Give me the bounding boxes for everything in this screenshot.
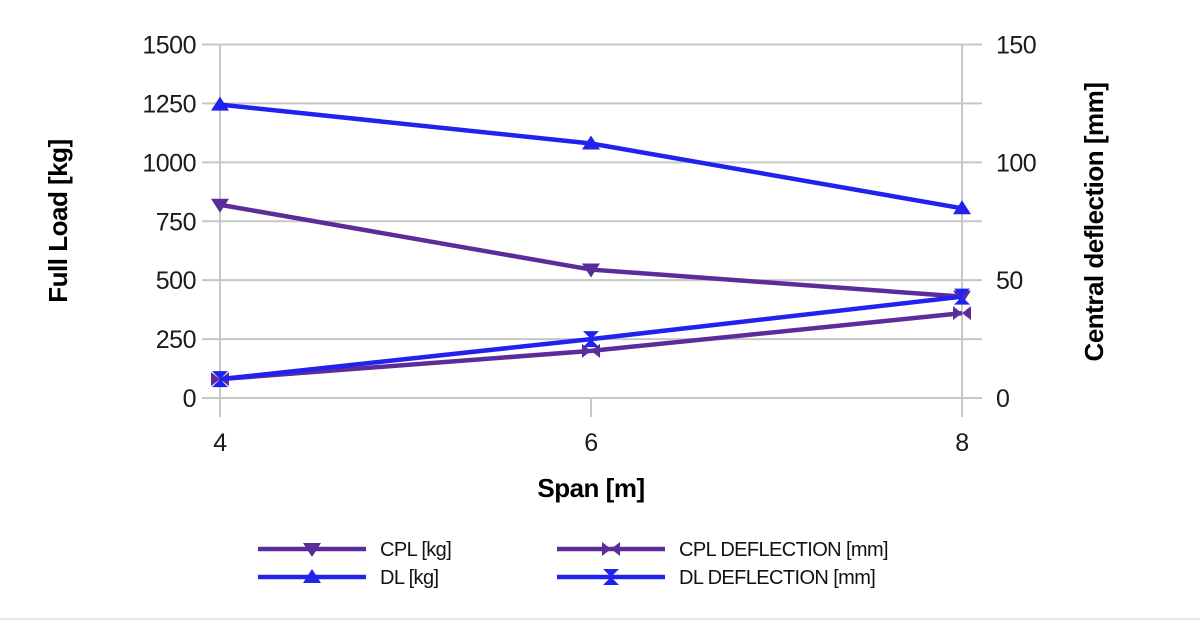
gridlines (202, 43, 982, 417)
x-axis-tick-label: 4 (213, 429, 227, 457)
marker-dl-deflection-mm (212, 371, 228, 388)
legend-item-dl-deflection-mm: DL DEFLECTION [mm] (557, 567, 876, 589)
right-axis-tick-label: 0 (996, 385, 1009, 413)
marker-dl-kg (211, 96, 229, 111)
x-axis-tick-label: 8 (955, 429, 968, 457)
left-axis-tick-label: 1500 (142, 32, 196, 60)
left-axis-tick-label: 250 (156, 326, 196, 354)
bowtie-horizontal-icon (602, 542, 620, 556)
marker-dl-kg (582, 135, 600, 150)
triangle-down-icon (303, 543, 321, 557)
x-axis-title: Span [m] (537, 473, 644, 503)
series-line-dl-kg (219, 102, 963, 211)
left-axis-tick-label: 1250 (142, 90, 196, 118)
right-axis-tick-label: 100 (996, 149, 1036, 177)
series-line-cpl-kg (219, 202, 963, 299)
legend: CPL [kg] DL [kg] CPL DEFLECTION [mm] DL DEF… (258, 539, 889, 589)
marker-cpl-deflection-mm (953, 306, 971, 321)
marker-cpl-kg (211, 198, 229, 213)
hourglass-vertical-icon (603, 569, 619, 585)
legend-item-cpl-kg: CPL [kg] (258, 539, 452, 561)
series-lines (211, 96, 971, 388)
marker-cpl-deflection-mm (582, 343, 600, 358)
left-axis-tick-label: 1000 (142, 149, 196, 177)
x-axis-tick-labels: 4 6 8 (213, 429, 969, 457)
right-axis-tick-label: 50 (996, 267, 1023, 295)
marker-dl-deflection-mm (954, 288, 970, 305)
marker-dl-deflection-mm (583, 331, 599, 348)
right-axis-tick-labels: 150 100 50 0 (996, 32, 1037, 414)
x-axis-tick-label: 6 (584, 429, 597, 457)
legend-label: DL [kg] (380, 567, 438, 589)
left-axis-tick-label: 0 (183, 385, 196, 413)
legend-item-dl-kg: DL [kg] (258, 567, 439, 589)
legend-label: CPL DEFLECTION [mm] (679, 539, 888, 561)
left-axis-tick-labels: 1500 1250 1000 750 500 250 0 (142, 32, 196, 414)
legend-item-cpl-deflection-mm: CPL DEFLECTION [mm] (557, 539, 889, 561)
triangle-up-icon (303, 569, 321, 583)
left-axis-tick-label: 750 (156, 208, 196, 236)
left-axis-tick-label: 500 (156, 267, 196, 295)
right-axis-tick-label: 150 (996, 32, 1036, 60)
marker-cpl-kg (582, 263, 600, 278)
y-axis-title-left: Full Load [kg] (43, 139, 73, 302)
marker-dl-kg (953, 200, 971, 215)
legend-label: CPL [kg] (380, 539, 451, 561)
legend-label: DL DEFLECTION [mm] (679, 567, 875, 589)
y-axis-title-right: Central deflection [mm] (1079, 83, 1109, 362)
